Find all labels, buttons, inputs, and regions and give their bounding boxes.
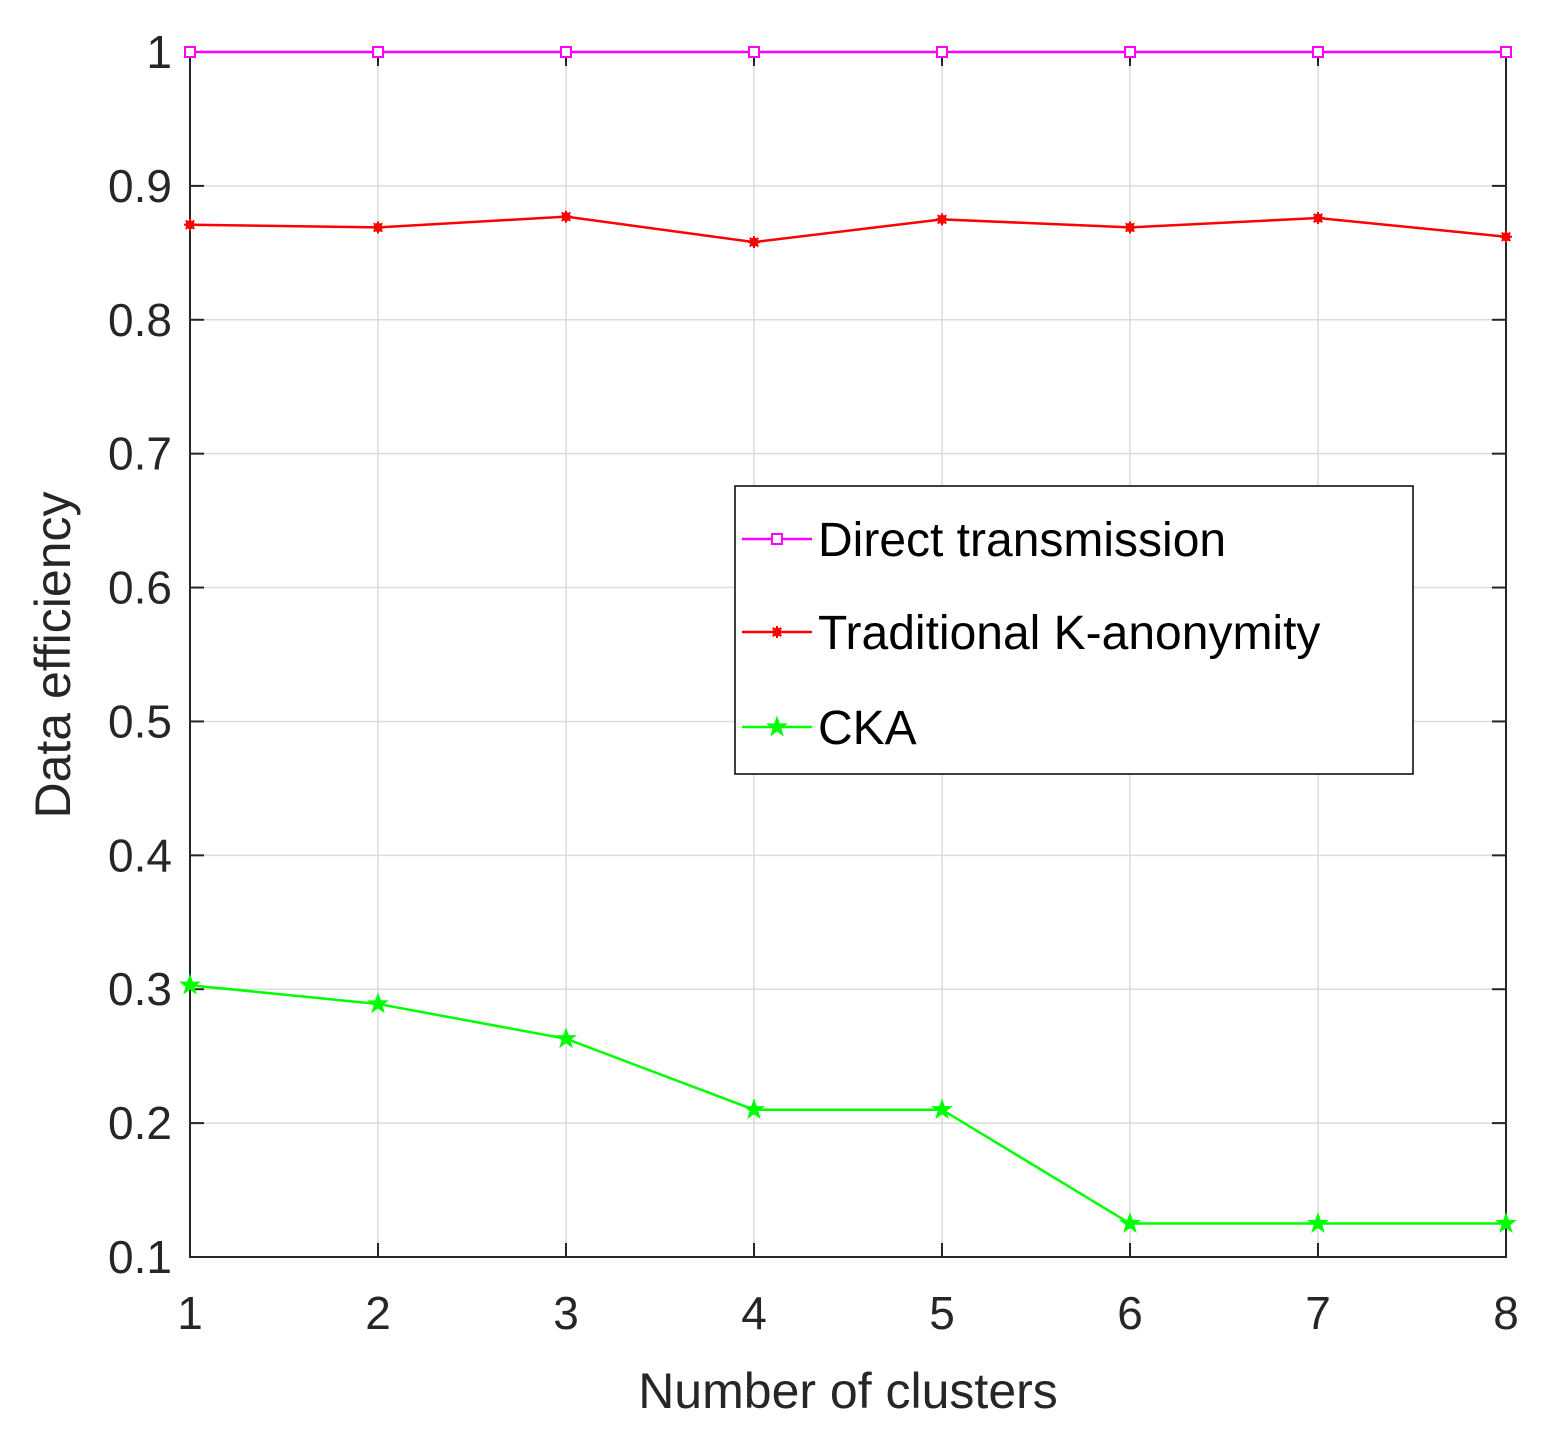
- data-point: [743, 1098, 765, 1120]
- legend-marker: [771, 533, 783, 545]
- x-axis-label: Number of clusters: [638, 1363, 1058, 1419]
- legend: Direct transmission Traditional K-anonymi…: [734, 485, 1414, 775]
- data-point: [560, 46, 572, 58]
- data-point-stroke: [373, 222, 383, 233]
- y-tick-label: 0.9: [108, 160, 172, 212]
- data-point: [1307, 1212, 1329, 1233]
- y-tick-label: 0.6: [108, 562, 172, 614]
- data-point: [367, 992, 389, 1014]
- legend-entry-2: CKA: [742, 702, 917, 755]
- series-group: [179, 46, 1517, 1233]
- data-point: [936, 46, 948, 58]
- data-point: [372, 46, 384, 58]
- y-axis-label: Data efficiency: [25, 491, 81, 818]
- data-point: [1312, 212, 1324, 225]
- x-tick-label: 6: [1117, 1287, 1143, 1339]
- y-tick-label: 0.4: [108, 829, 172, 881]
- axis-ticks: [189, 51, 1507, 1258]
- legend-label: Direct transmission: [818, 514, 1226, 567]
- legend-marker: [771, 626, 783, 638]
- data-point: [1124, 221, 1136, 234]
- y-tick-label: 0.8: [108, 294, 172, 346]
- data-point: [936, 213, 948, 226]
- data-point: [184, 46, 196, 58]
- data-point: [179, 973, 201, 995]
- y-tick-label: 0.5: [108, 695, 172, 747]
- legend-marker: [766, 715, 788, 737]
- legend-marker-stroke: [772, 627, 782, 637]
- legend-entry-1: Traditional K-anonymity: [742, 607, 1320, 660]
- y-tick-label: 0.7: [108, 428, 172, 480]
- y-tick-label: 0.1: [108, 1231, 172, 1283]
- data-point: [1119, 1212, 1141, 1233]
- x-tick-label: 7: [1305, 1287, 1331, 1339]
- data-point: [184, 218, 196, 231]
- y-tick-label: 0.2: [108, 1097, 172, 1149]
- legend-label: Traditional K-anonymity: [818, 607, 1320, 660]
- data-point: [560, 210, 572, 223]
- data-point-stroke: [1125, 222, 1135, 233]
- data-point-stroke: [1501, 231, 1511, 242]
- x-tick-label: 5: [929, 1287, 955, 1339]
- data-point-stroke: [937, 214, 947, 225]
- x-tick-label: 3: [553, 1287, 579, 1339]
- series-1: [184, 210, 1512, 249]
- data-point-stroke: [561, 211, 571, 222]
- data-point: [1500, 230, 1512, 243]
- y-tick-label: 0.3: [108, 963, 172, 1015]
- x-tick-label: 8: [1493, 1287, 1519, 1339]
- data-point-stroke: [749, 237, 759, 248]
- data-point: [931, 1098, 953, 1120]
- x-tick-label: 4: [741, 1287, 767, 1339]
- series-0: [184, 46, 1512, 58]
- data-point: [1495, 1212, 1517, 1233]
- legend-box: [734, 485, 1414, 775]
- data-point: [1124, 46, 1136, 58]
- data-point: [555, 1027, 577, 1049]
- data-point-stroke: [1313, 213, 1323, 223]
- x-tick-label: 1: [177, 1287, 203, 1339]
- series-line: [189, 215, 1507, 244]
- data-point: [748, 236, 760, 249]
- legend-entry-0: Direct transmission: [742, 514, 1226, 567]
- y-tick-label: 1: [146, 26, 172, 78]
- data-point: [748, 46, 760, 58]
- series-line: [189, 983, 1506, 1225]
- legend-label: CKA: [818, 702, 917, 755]
- data-point: [1500, 46, 1512, 58]
- x-tick-label: 2: [365, 1287, 391, 1339]
- data-point: [372, 221, 384, 234]
- series-2: [179, 973, 1517, 1233]
- data-point: [1312, 46, 1324, 58]
- data-point-stroke: [185, 219, 195, 230]
